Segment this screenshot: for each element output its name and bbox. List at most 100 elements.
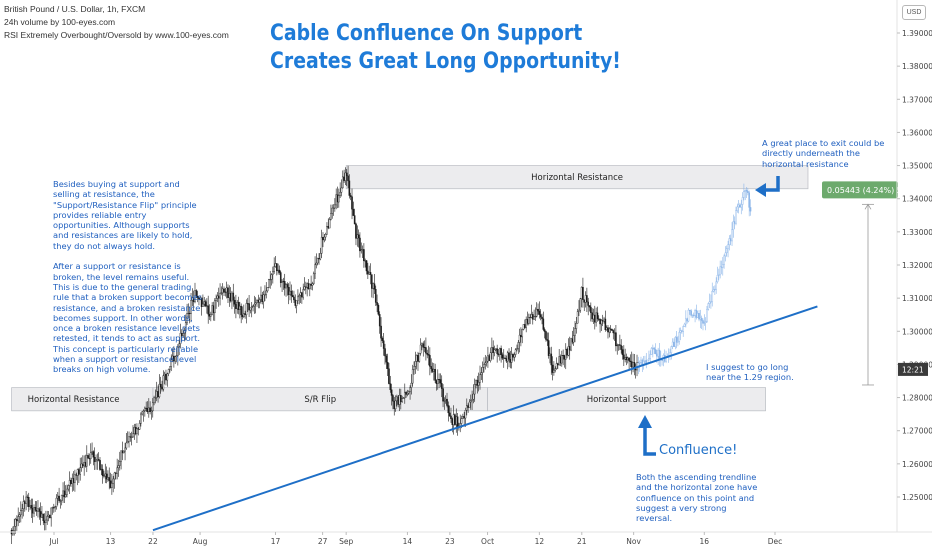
candle-body-334	[451, 418, 454, 425]
candle-body-380	[512, 354, 514, 358]
candle-body-292	[396, 396, 398, 402]
candle-body-439	[590, 306, 592, 313]
price-tick-label-8: 1.33000	[902, 228, 932, 237]
candle-body-229	[312, 273, 315, 284]
candle-body-147	[204, 301, 207, 307]
candle-body-145	[202, 303, 204, 307]
candle-body-76	[111, 483, 113, 488]
price-tick-label-11: 1.36000	[902, 128, 932, 137]
candle-body-124	[174, 356, 177, 362]
candle-body-202	[277, 269, 279, 272]
candle-body-422	[567, 346, 570, 356]
candle-body-195	[268, 279, 270, 288]
annotation-layer: 0.05443 (4.24%) 544	[638, 176, 912, 456]
candle-body-199	[273, 266, 275, 272]
projection-candle-body-29	[675, 337, 678, 343]
projection-candle-body-77	[739, 204, 741, 208]
price-tick-label-3: 1.28000	[902, 394, 932, 403]
candle-body-387	[521, 329, 524, 338]
last-price-label: 12:21	[902, 365, 924, 374]
candle-body-405	[545, 331, 547, 340]
time-tick-label-11: 21	[577, 537, 587, 546]
candle-body-410	[551, 364, 554, 373]
time-tick-label-3: Aug	[193, 537, 208, 546]
candle-body-29	[49, 514, 51, 519]
symbol-line: British Pound / U.S. Dollar, 1h, FXCM	[4, 4, 146, 14]
currency-badge[interactable]: USD	[902, 5, 926, 20]
candle-body-264	[359, 237, 361, 252]
candle-body-385	[518, 334, 521, 343]
price-tick-label-6: 1.31000	[902, 294, 932, 303]
candle-body-54	[82, 463, 84, 467]
candle-body-49	[75, 474, 78, 476]
candle-body-408	[549, 353, 551, 356]
candle-body-386	[520, 334, 522, 338]
candle-body-90	[129, 436, 132, 438]
candle-body-94	[134, 427, 137, 435]
candle-body-224	[306, 283, 308, 288]
candle-body-16	[31, 508, 34, 514]
candle-body-19	[35, 510, 38, 512]
candle-body-454	[609, 328, 612, 330]
candle-body-154	[213, 300, 216, 314]
projection-candle-body-30	[677, 341, 679, 343]
candle-body-60	[89, 452, 92, 460]
price-tick-label-7: 1.32000	[902, 261, 932, 270]
candle-body-250	[340, 187, 343, 193]
candle-body-221	[302, 289, 304, 298]
projection-candle-body-85	[749, 207, 752, 212]
candle-body-321	[434, 369, 436, 381]
candle-body-133	[186, 313, 188, 323]
projection-candle-body-69	[728, 238, 731, 245]
projection-candle-body-8	[648, 358, 650, 361]
projection-candle-body-74	[735, 210, 737, 224]
candle-body-166	[229, 293, 232, 302]
candle-body-178	[245, 303, 248, 315]
candle-body-89	[128, 436, 130, 442]
projection-candle-body-16	[658, 349, 661, 359]
projection-candle-body-65	[723, 255, 725, 265]
candle-body-413	[555, 363, 558, 369]
candle-body-30	[50, 507, 52, 519]
candle-body-384	[517, 342, 520, 349]
candle-body-374	[504, 357, 506, 359]
candle-body-351	[473, 384, 476, 395]
candle-body-207	[283, 281, 286, 289]
candles-layer	[10, 165, 640, 544]
candle-body-77	[112, 478, 114, 484]
candle-body-314	[425, 347, 427, 354]
time-tick-label-12: Nov	[626, 537, 641, 546]
time-tick-label-7: 14	[403, 537, 413, 546]
candle-body-248	[338, 195, 340, 203]
candle-body-194	[266, 287, 269, 292]
candle-body-41	[64, 494, 67, 498]
projection-candle-body-75	[736, 206, 739, 211]
candle-body-296	[401, 398, 403, 402]
candle-body-473	[634, 368, 637, 371]
candle-body-325	[439, 379, 442, 384]
candle-body-56	[84, 461, 87, 467]
candle-body-70	[103, 475, 105, 477]
candle-body-215	[294, 299, 297, 306]
candle-body-375	[505, 358, 508, 362]
candle-body-267	[363, 249, 365, 262]
candle-body-217	[297, 296, 299, 301]
candle-body-342	[462, 416, 464, 419]
candle-body-38	[60, 494, 63, 501]
candle-body-301	[407, 391, 410, 394]
projection-candle-body-70	[729, 238, 732, 242]
candle-body-208	[285, 284, 287, 289]
price-tick-label-12: 1.37000	[902, 95, 932, 104]
candle-body-271	[368, 272, 370, 275]
candle-body-425	[571, 338, 574, 343]
candle-body-184	[253, 303, 256, 307]
candle-body-343	[463, 416, 465, 419]
projection-candle-body-43	[694, 310, 696, 316]
projection-candle-body-10	[650, 348, 653, 355]
candle-body-434	[583, 299, 586, 303]
candle-body-324	[438, 379, 440, 381]
zone-label-2: S/R Flip	[304, 395, 336, 405]
candle-body-317	[429, 355, 431, 367]
candle-body-435	[584, 295, 587, 303]
